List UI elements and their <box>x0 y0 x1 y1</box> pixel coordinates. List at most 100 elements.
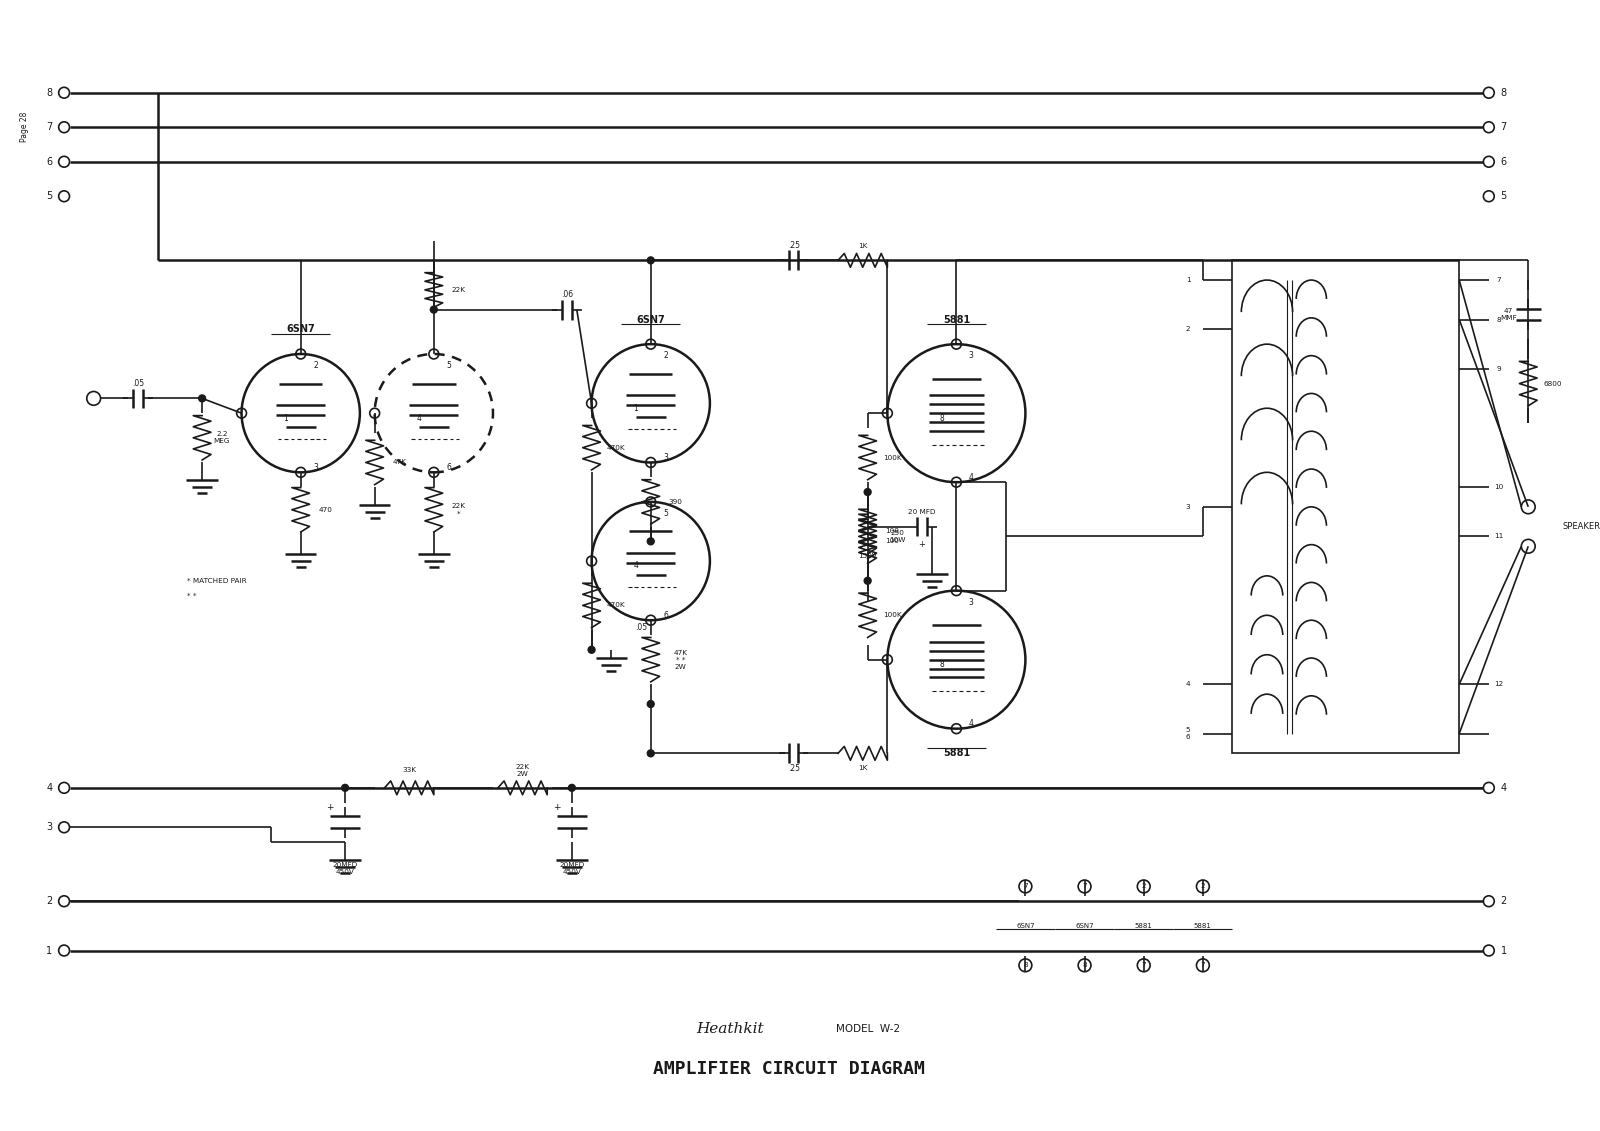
Text: 11: 11 <box>1494 534 1504 539</box>
Circle shape <box>342 785 349 792</box>
Text: 2.2
MEG: 2.2 MEG <box>213 431 230 444</box>
Text: 6800: 6800 <box>1544 381 1562 387</box>
Text: 7: 7 <box>46 122 53 132</box>
Text: +: + <box>326 803 334 812</box>
Text: 7: 7 <box>1200 962 1205 968</box>
Text: 4: 4 <box>634 561 638 570</box>
Circle shape <box>864 577 870 585</box>
Circle shape <box>430 307 437 313</box>
Text: 4: 4 <box>416 414 421 423</box>
Circle shape <box>864 489 870 495</box>
Text: 6: 6 <box>662 611 667 620</box>
Text: 8: 8 <box>46 88 53 97</box>
Text: 47K
* *
2W: 47K * * 2W <box>674 649 688 670</box>
Text: 4: 4 <box>968 719 974 728</box>
Text: 2: 2 <box>46 896 53 906</box>
Text: AMPLIFIER CIRCUIT DIAGRAM: AMPLIFIER CIRCUIT DIAGRAM <box>653 1060 925 1078</box>
Text: Heathkit: Heathkit <box>696 1022 763 1036</box>
Text: 7: 7 <box>1141 962 1146 968</box>
Text: 7: 7 <box>1022 883 1027 889</box>
Text: 47K: 47K <box>392 459 406 466</box>
Text: +: + <box>554 803 562 812</box>
Text: 10: 10 <box>1494 484 1504 490</box>
Text: 3: 3 <box>46 822 53 832</box>
Text: 6SN7: 6SN7 <box>286 325 315 335</box>
Text: * MATCHED PAIR: * MATCHED PAIR <box>187 578 246 584</box>
Text: 5881: 5881 <box>942 749 970 758</box>
Text: 9: 9 <box>1496 365 1501 372</box>
Text: Page 28: Page 28 <box>21 112 29 143</box>
Text: 6: 6 <box>446 463 451 472</box>
Text: 100: 100 <box>885 538 899 544</box>
Text: 1: 1 <box>283 414 288 423</box>
Text: 3: 3 <box>314 463 318 472</box>
Text: .05: .05 <box>131 379 144 388</box>
Text: 8: 8 <box>1496 317 1501 322</box>
Text: .06: .06 <box>562 291 573 300</box>
Text: 390: 390 <box>669 499 682 504</box>
Text: 4: 4 <box>46 783 53 793</box>
Text: 6SN7: 6SN7 <box>637 314 666 325</box>
Text: 3: 3 <box>662 454 667 463</box>
Text: +: + <box>918 539 925 549</box>
Text: 8: 8 <box>939 414 944 423</box>
Text: 1K: 1K <box>858 242 867 249</box>
Bar <box>1232 260 1459 753</box>
Text: 2: 2 <box>1501 896 1507 906</box>
Text: 20MFD
450V: 20MFD 450V <box>333 862 358 875</box>
Text: 7: 7 <box>1082 883 1086 889</box>
Circle shape <box>648 538 654 545</box>
Text: 2: 2 <box>1186 327 1190 333</box>
Circle shape <box>648 700 654 708</box>
Text: 6: 6 <box>46 157 53 166</box>
Text: 2: 2 <box>1200 883 1205 889</box>
Text: .05: .05 <box>635 623 646 631</box>
Text: 470K: 470K <box>606 444 626 450</box>
Text: 7: 7 <box>1496 277 1501 283</box>
Text: .25: .25 <box>787 763 800 772</box>
Text: 7: 7 <box>1501 122 1507 132</box>
Text: 6: 6 <box>1501 157 1507 166</box>
Text: 22K
2W: 22K 2W <box>515 763 530 777</box>
Text: 20 MFD: 20 MFD <box>909 509 936 515</box>
Circle shape <box>648 750 654 757</box>
Text: 22K: 22K <box>451 287 466 293</box>
Text: 3: 3 <box>1186 503 1190 510</box>
Text: 5881: 5881 <box>1194 923 1211 929</box>
Text: 100K: 100K <box>883 455 902 460</box>
Text: 12: 12 <box>1494 681 1504 688</box>
Text: 2: 2 <box>314 361 318 370</box>
Text: 100K: 100K <box>883 612 902 619</box>
Text: 6SN7: 6SN7 <box>1016 923 1035 929</box>
Text: 5: 5 <box>1501 191 1507 201</box>
Text: 20MFD
450V: 20MFD 450V <box>560 862 584 875</box>
Text: 1K: 1K <box>858 765 867 771</box>
Text: 5: 5 <box>46 191 53 201</box>
Text: 2: 2 <box>1141 883 1146 889</box>
Circle shape <box>648 257 654 264</box>
Text: 470K: 470K <box>606 603 626 608</box>
Text: 150V: 150V <box>858 553 877 559</box>
Text: 1: 1 <box>634 404 638 413</box>
Text: 4: 4 <box>1186 681 1190 688</box>
Circle shape <box>589 646 595 654</box>
Text: * *: * * <box>187 593 197 598</box>
Text: 5: 5 <box>446 361 451 370</box>
Text: MODEL  W-2: MODEL W-2 <box>835 1025 899 1035</box>
Text: 4: 4 <box>968 473 974 482</box>
Text: 1: 1 <box>46 946 53 956</box>
Text: 22K
*: 22K * <box>451 503 466 516</box>
Text: SPEAKER: SPEAKER <box>1563 523 1600 532</box>
Text: 1: 1 <box>1186 277 1190 283</box>
Text: 1: 1 <box>1501 946 1507 956</box>
Text: 5881: 5881 <box>942 314 970 325</box>
Text: 8: 8 <box>1501 88 1507 97</box>
Text: 5881: 5881 <box>1134 923 1152 929</box>
Text: 5: 5 <box>662 509 667 518</box>
Circle shape <box>568 785 576 792</box>
Text: 8: 8 <box>1082 962 1086 968</box>
Text: 100: 100 <box>885 528 899 535</box>
Text: 4: 4 <box>1501 783 1507 793</box>
Text: 8: 8 <box>1022 962 1027 968</box>
Text: 470: 470 <box>318 507 333 512</box>
